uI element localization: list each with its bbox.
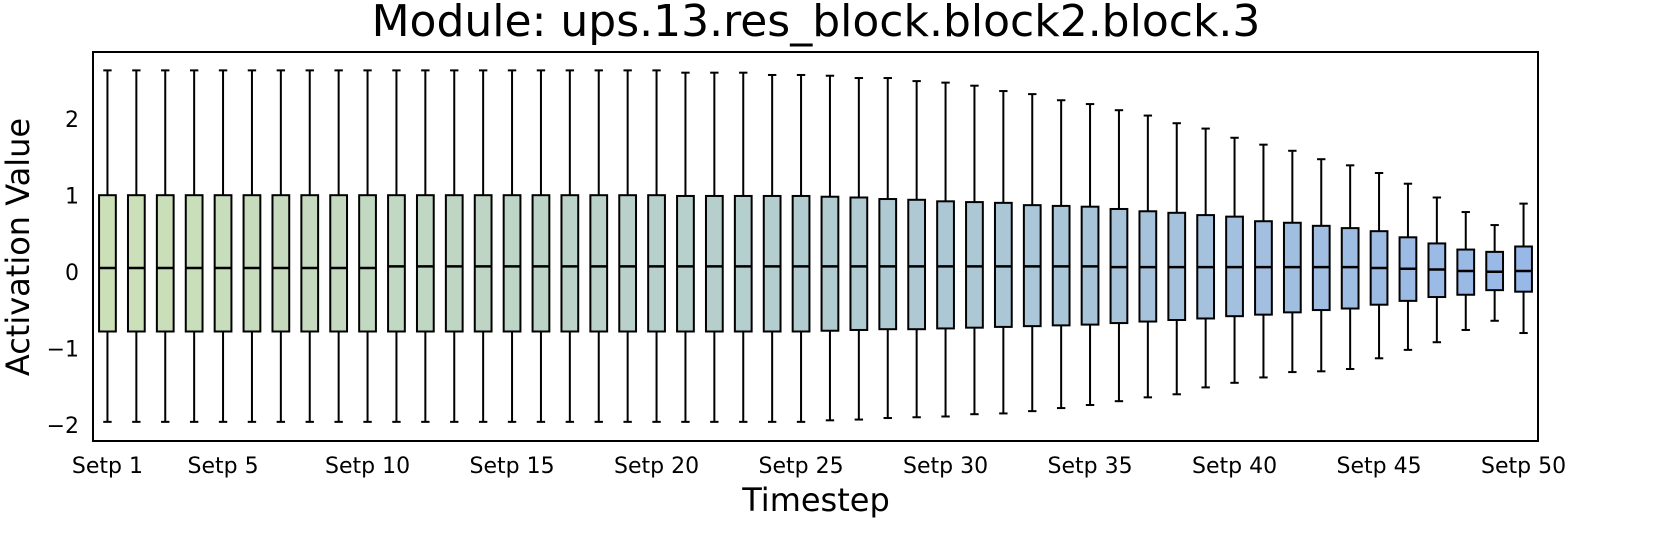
box: [358, 194, 377, 333]
x-tick-label: Setp 30: [903, 454, 988, 479]
x-tick-label: Setp 45: [1337, 454, 1422, 479]
x-tick-label: Setp 1: [72, 454, 143, 479]
box: [560, 194, 580, 333]
box: [98, 194, 117, 333]
box: [329, 194, 349, 333]
box: [213, 194, 233, 333]
y-tick-label: 2: [65, 108, 79, 133]
box: [502, 194, 522, 333]
x-tick-label: Setp 15: [470, 454, 555, 479]
box: [271, 194, 291, 333]
y-tick-label: 0: [65, 261, 79, 286]
y-tick-label: −2: [47, 414, 79, 439]
box: [1514, 245, 1533, 293]
box: [849, 196, 869, 331]
box: [415, 194, 435, 333]
box: [444, 194, 464, 333]
y-axis-label: Activation Value: [0, 118, 37, 376]
box: [387, 194, 406, 333]
box: [618, 194, 638, 333]
box: [300, 194, 320, 333]
plot-frame: [92, 51, 1539, 442]
box: [791, 194, 811, 333]
box: [704, 194, 724, 333]
box: [155, 194, 175, 333]
x-tick-label: Setp 40: [1192, 454, 1277, 479]
x-tick-label: Setp 35: [1048, 454, 1133, 479]
box: [762, 194, 782, 333]
box: [647, 194, 666, 333]
x-tick-label: Setp 20: [614, 454, 699, 479]
box: [126, 194, 146, 333]
box: [473, 194, 493, 333]
x-tick-label: Setp 5: [188, 454, 259, 479]
x-tick-label: Setp 50: [1481, 454, 1566, 479]
box: [993, 201, 1013, 328]
chart-title: Module: ups.13.res_block.block2.block.3: [372, 0, 1261, 47]
box: [907, 198, 927, 331]
x-tick-label: Setp 10: [325, 454, 410, 479]
box: [965, 201, 984, 329]
y-tick-label: 1: [65, 184, 79, 209]
box: [820, 195, 840, 332]
box: [878, 198, 898, 331]
x-tick-label: Setp 25: [759, 454, 844, 479]
y-tick-label: −1: [47, 338, 79, 363]
box: [733, 194, 753, 333]
box: [184, 194, 204, 333]
box: [531, 194, 551, 333]
box: [242, 194, 262, 333]
box: [676, 194, 695, 333]
box: [936, 200, 955, 330]
box: [589, 194, 609, 333]
x-axis-label: Timestep: [741, 481, 890, 519]
